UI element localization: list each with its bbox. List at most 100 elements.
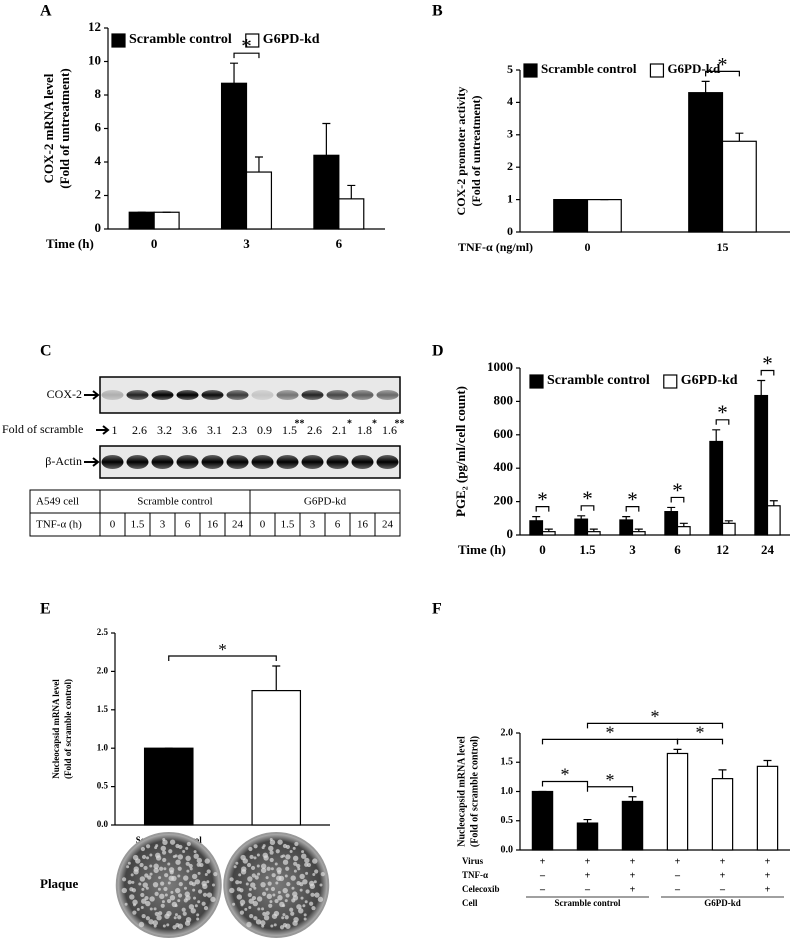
plaque-spot [171,875,177,882]
blot-band [226,390,249,400]
y-tick-label: 2.0 [501,727,514,738]
plaque-spot [256,853,260,857]
plaque-spot [177,866,182,871]
plaque-spot [145,916,150,921]
plaque-spot [301,850,305,854]
x-tick-label: 3 [629,542,636,557]
plaque-spot [153,863,159,869]
plaque-spot [245,882,249,886]
plaque-spot [196,857,203,864]
error-bar [272,665,281,691]
plaque-spot [172,925,177,930]
plaque-spot [182,911,187,916]
y-tick-label: 2 [95,186,102,201]
plaque-spot [297,867,301,871]
bar [529,520,544,536]
plaque-spot [317,896,324,903]
plaque-spot [149,907,153,911]
plaque-spot [279,925,285,930]
plaque-spot [255,919,262,925]
plaque-spot [293,869,297,873]
plaque-spot [162,924,166,928]
significance-bracket [705,70,740,77]
plaque-spot [121,887,127,894]
error-bar [712,429,721,442]
table-cell: A549 cell [36,496,79,508]
x-tick-label: 0 [539,542,546,557]
y-axis-label: (Fold of scramble control) [63,679,73,779]
plaque-spot [249,913,254,919]
plaque-spot [304,857,310,864]
plaque-spot [292,846,296,850]
plaque-spot [246,921,252,928]
plaque-spot [269,857,274,863]
plaque-spot [140,846,146,852]
fold-value: 1 [112,423,118,437]
y-axis-label: PGE₂ (pg/ml/cell count) [453,386,468,517]
plaque-spot [197,900,201,904]
plaque-spot [251,873,256,878]
plaque-spot [167,862,171,866]
plaque-spot [236,894,243,900]
plaque-spot [199,862,204,868]
plaque-spot [248,898,254,904]
blot-band [376,390,399,400]
error-bar [718,769,727,779]
plaque-spot [168,849,173,854]
significance-star: * [717,401,728,425]
plaque-spot [263,914,270,921]
plaque-spot [132,854,139,861]
error-bar [757,379,766,396]
plaque-spot [271,873,276,878]
plaque-spot [282,904,286,908]
plaque-spot [147,875,152,880]
plaque-spot [268,903,273,908]
fold-value: 3.6 [182,423,197,437]
significance-bracket [670,496,685,503]
plaque-spot [314,869,319,874]
plaque-spot [277,895,283,901]
plaque-spot [320,872,325,877]
plaque-spot [167,881,171,885]
significance-star: * [651,707,660,727]
bar [586,199,622,233]
condition-sign: – [584,884,591,895]
plaque-spot [174,904,178,908]
y-tick-label: 0.5 [97,781,109,791]
table-cell: 6 [335,519,341,531]
significance-bracket [586,722,724,729]
arrow [84,390,100,400]
table-cell: G6PD-kd [304,496,347,508]
plaque-spot [178,844,183,850]
plaque-spot [294,841,299,847]
plaque-spot [292,895,299,901]
plaque-spot [163,867,167,871]
plaque-spot [189,867,193,871]
fold-value: 3.2 [157,423,172,437]
plaque-spot [206,880,210,884]
y-tick-label: 10 [88,52,101,67]
plaque-spot [260,881,266,888]
error-bar [544,528,553,532]
plaque-spot [140,892,145,898]
plaque-spot [282,854,286,858]
plaque-spot [282,913,286,917]
significance-star: * [218,640,227,659]
plaque-spot [152,881,159,888]
plaque-spot [302,879,308,885]
plaque-spot [149,853,153,857]
y-tick-label: 4 [95,153,102,168]
y-tick-label: 0 [95,220,102,235]
blot-band [176,455,199,469]
plaque-spot [289,849,293,853]
table-cell: 1.5 [281,519,295,531]
plaque-spot [126,865,130,869]
condition-sign: + [765,856,771,867]
significance-bracket [586,786,634,792]
panel-letter: F [432,601,442,618]
plaque-spot [184,920,191,926]
plaque-spot [273,923,277,927]
blot-band [126,455,149,469]
plaque-spot [133,866,139,872]
condition-sign: – [539,884,546,895]
